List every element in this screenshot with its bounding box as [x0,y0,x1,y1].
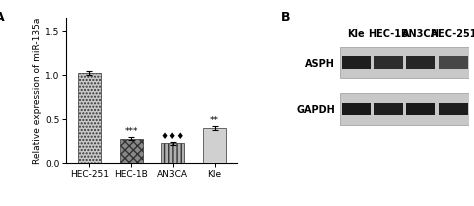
Bar [342,57,371,69]
Text: B: B [281,11,291,24]
Text: ***: *** [124,126,138,135]
Y-axis label: Relative expression of miR-135a: Relative expression of miR-135a [33,18,42,164]
Bar [342,103,371,115]
Bar [438,57,468,69]
Text: **: ** [210,116,219,125]
Text: ♦♦♦: ♦♦♦ [161,131,185,140]
Bar [374,103,403,115]
Bar [161,144,184,163]
Bar [119,139,143,163]
Bar [78,74,101,163]
Text: HEC-251: HEC-251 [430,29,474,39]
Bar [203,129,226,163]
Text: A: A [0,11,4,24]
Text: HEC-1B: HEC-1B [368,29,409,39]
Bar [438,103,468,115]
Text: AN3CA: AN3CA [402,29,439,39]
Bar [340,47,469,79]
Bar [406,103,436,115]
Text: ASPH: ASPH [305,58,335,68]
Text: GAPDH: GAPDH [296,104,335,114]
Bar [374,57,403,69]
Bar [340,94,469,125]
Text: Kle: Kle [347,29,365,39]
Bar [406,57,436,69]
